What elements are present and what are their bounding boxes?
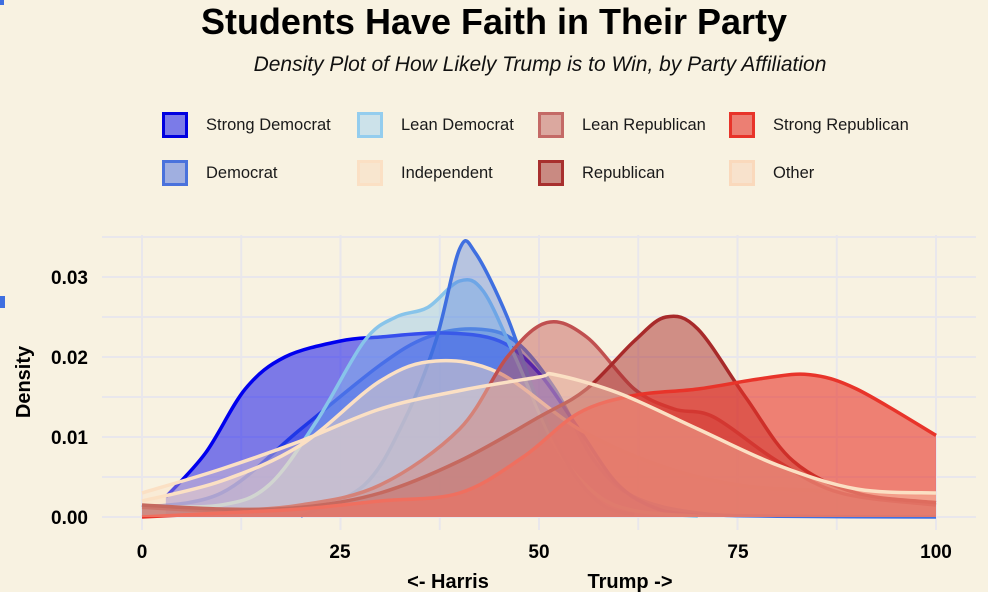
legend-item-strong-republican: Strong Republican (729, 108, 909, 142)
legend-item-other: Other (729, 156, 814, 190)
y-tick-label: 0.03 (51, 268, 88, 289)
chart-title: Students Have Faith in Their Party (200, 1, 788, 42)
x-tick-label: 25 (329, 542, 351, 563)
legend-key-lean-republican (538, 112, 564, 138)
y-axis-ticks: 0.00 0.01 0.02 0.03 (51, 268, 88, 529)
x-axis-ticks: 0 25 50 75 100 (137, 542, 952, 563)
legend-label: Lean Republican (582, 115, 706, 134)
y-tick-label: 0.00 (51, 508, 88, 529)
density-series-strong-republican (141, 372, 937, 519)
legend-key-strong-democrat (162, 112, 188, 138)
legend-key-independent (357, 160, 383, 186)
legend-item-lean-republican: Lean Republican (538, 108, 706, 142)
y-tick-label: 0.02 (51, 348, 88, 369)
density-line (141, 372, 937, 519)
legend-item-strong-democrat: Strong Democrat (162, 108, 331, 142)
selection-handle-top-left (0, 0, 4, 5)
chart-subtitle: Density Plot of How Likely Trump is to W… (253, 53, 827, 76)
x-tick-label: 50 (528, 542, 549, 563)
legend-label: Democrat (206, 163, 278, 182)
density-line (141, 371, 937, 495)
legend-label: Strong Republican (773, 115, 909, 134)
legend-key-republican (538, 160, 564, 186)
selection-handle-left (0, 296, 5, 308)
legend-key-strong-republican (729, 112, 755, 138)
y-axis-title: Density (13, 345, 35, 418)
legend-item-democrat: Democrat (162, 156, 278, 190)
legend-item-lean-democrat: Lean Democrat (357, 108, 514, 142)
legend-label: Independent (401, 163, 493, 182)
x-tick-label: 0 (137, 542, 148, 563)
x-tick-label: 75 (727, 542, 749, 563)
y-tick-label: 0.01 (51, 428, 88, 449)
legend-label: Strong Democrat (206, 115, 331, 134)
x-axis-title-left: <- Harris (407, 571, 489, 592)
density-series-other (141, 371, 937, 517)
legend-key-other (729, 160, 755, 186)
density-area (142, 373, 936, 517)
legend-key-lean-democrat (357, 112, 383, 138)
x-axis-title-right: Trump -> (587, 571, 672, 592)
legend-item-republican: Republican (538, 156, 665, 190)
legend-item-independent: Independent (357, 156, 493, 190)
density-areas (141, 239, 937, 519)
legend-label: Other (773, 163, 815, 182)
legend-label: Lean Democrat (401, 115, 514, 134)
legend-key-democrat (162, 160, 188, 186)
x-tick-label: 100 (920, 542, 952, 563)
legend-label: Republican (582, 163, 665, 182)
